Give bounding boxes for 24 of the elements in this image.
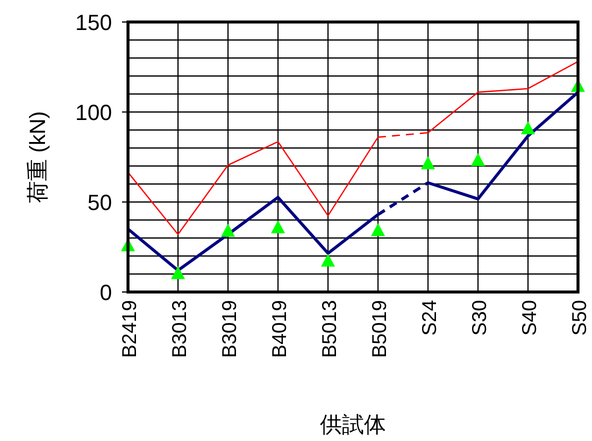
point	[521, 121, 535, 134]
x-tick-label: B5013	[319, 300, 341, 358]
y-tick-label: 100	[75, 100, 112, 125]
point	[271, 220, 285, 234]
x-tick-label: S30	[469, 300, 491, 336]
x-tick-label: B2419	[119, 300, 141, 358]
y-tick-label: 50	[88, 190, 112, 215]
point	[221, 224, 235, 237]
x-tick-label: B3019	[219, 300, 241, 358]
point	[371, 223, 385, 236]
x-tick-label: B4019	[269, 300, 291, 358]
point	[471, 153, 485, 166]
point	[321, 254, 335, 267]
x-axis-title: 供試体	[320, 412, 386, 437]
x-tick-label: S24	[419, 300, 441, 336]
x-tick-label: S50	[569, 300, 591, 336]
y-axis-title: 荷重 (kN)	[25, 111, 50, 203]
point	[171, 266, 185, 280]
y-tick-label: 150	[75, 10, 112, 35]
point	[421, 156, 435, 170]
x-tick-label: B3013	[169, 300, 191, 358]
x-tick-label: B5019	[369, 300, 391, 358]
x-tick-label: S40	[519, 300, 541, 336]
y-tick-label: 0	[100, 280, 112, 305]
